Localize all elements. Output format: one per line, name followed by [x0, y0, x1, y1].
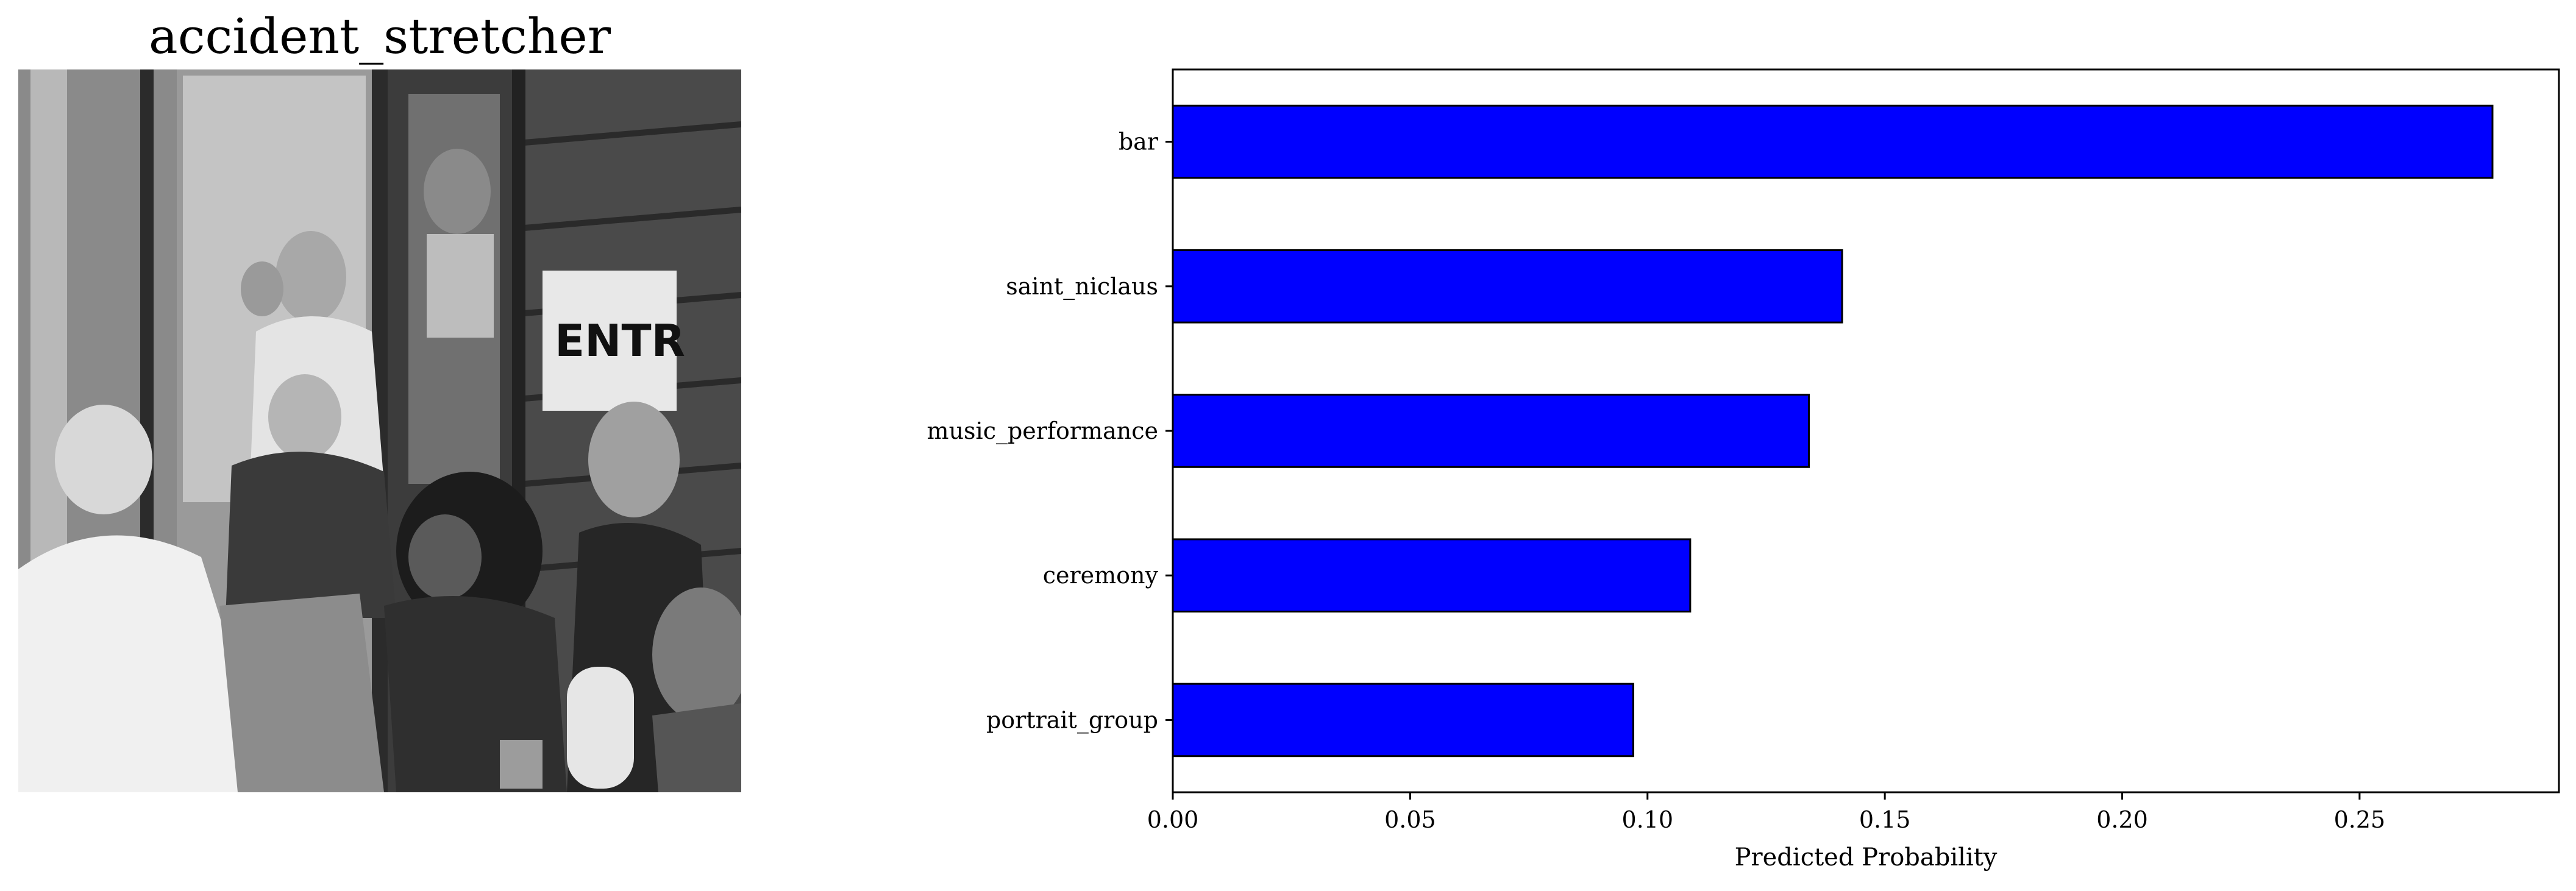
x-ticks: 0.00 0.05 0.10 0.15 0.20 0.25	[1147, 792, 2386, 833]
y-tick-label: saint_niclaus	[1006, 273, 1158, 300]
y-ticks: bar saint_niclaus music_performanceceremon…	[927, 129, 1173, 734]
bars-layer	[1172, 104, 2494, 758]
bar-music-performance	[1172, 394, 1810, 468]
bar-portrait-group	[1172, 683, 1634, 758]
bar-ceremony	[1172, 538, 1692, 613]
y-tick-label: portrait_group	[986, 706, 1158, 734]
x-axis-label: Predicted Probability	[1735, 843, 1998, 871]
bar-saint-niclaus	[1172, 249, 1843, 324]
x-tick-label: 0.25	[2334, 806, 2386, 833]
y-tick-label: ceremony	[1043, 562, 1159, 589]
sample-photo: ENTR	[18, 69, 741, 792]
x-tick-label: 0.10	[1621, 806, 1673, 833]
x-tick-label: 0.15	[1859, 806, 1911, 833]
y-tick-label: bar	[1119, 129, 1159, 155]
x-tick-label: 0.20	[2096, 806, 2148, 833]
bar-bar	[1172, 104, 2494, 179]
x-tick-label: 0.05	[1384, 806, 1436, 833]
sign-text: ENTR	[555, 315, 685, 366]
image-title: accident_stretcher	[149, 8, 611, 65]
y-tick-label: music_performance	[927, 417, 1158, 445]
x-tick-label: 0.00	[1147, 806, 1199, 833]
